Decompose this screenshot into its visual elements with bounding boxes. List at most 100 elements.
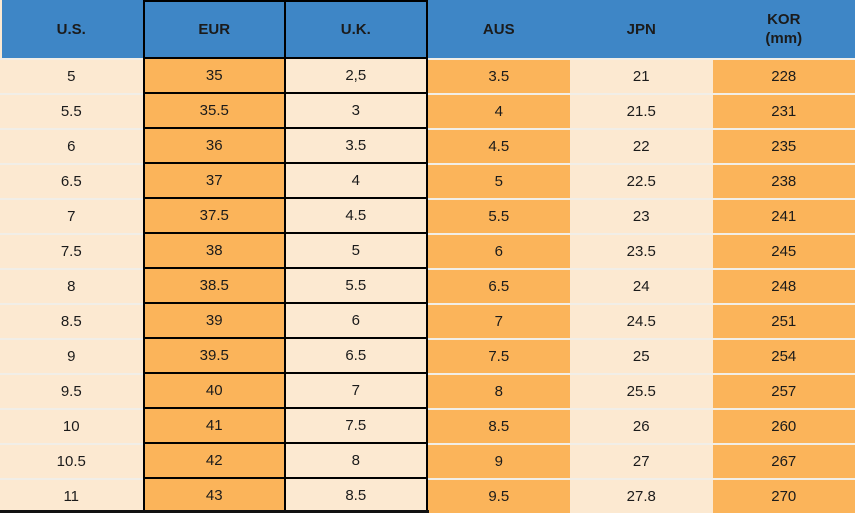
cell-aus: 9.5 — [427, 478, 570, 513]
table-header: U.S. EUR U.K. AUS JPN KOR (mm) — [0, 0, 855, 58]
cell-kor: 241 — [712, 198, 855, 233]
table-row: 7 37.5 4.5 5.5 23 241 — [0, 198, 855, 233]
table-row: 5 35 2,5 3.5 21 228 — [0, 58, 855, 93]
cell-us: 8.5 — [0, 303, 143, 338]
cell-jpn: 22 — [570, 128, 713, 163]
cell-eur: 37 — [142, 163, 285, 198]
table-row: 9.5 40 7 8 25.5 257 — [0, 373, 855, 408]
cell-eur: 37.5 — [142, 198, 285, 233]
cell-eur: 38 — [142, 233, 285, 268]
header-uk: U.K. — [285, 0, 428, 58]
cell-jpn: 25.5 — [570, 373, 713, 408]
header-aus-label: AUS — [482, 20, 515, 38]
cell-kor: 228 — [712, 58, 855, 93]
cell-us: 5 — [0, 58, 143, 93]
cell-kor: 260 — [712, 408, 855, 443]
table-row: 6 36 3.5 4.5 22 235 — [0, 128, 855, 163]
header-us-label: U.S. — [56, 20, 86, 38]
cell-jpn: 23 — [570, 198, 713, 233]
table-row: 10.5 42 8 9 27 267 — [0, 443, 855, 478]
cell-uk: 7 — [285, 373, 428, 408]
cell-eur: 35 — [142, 58, 285, 93]
cell-jpn: 24.5 — [570, 303, 713, 338]
cell-us: 6 — [0, 128, 143, 163]
cell-aus: 8 — [427, 373, 570, 408]
cell-eur: 39.5 — [142, 338, 285, 373]
cell-eur: 42 — [142, 443, 285, 478]
cell-kor: 238 — [712, 163, 855, 198]
table-row: 6.5 37 4 5 22.5 238 — [0, 163, 855, 198]
cell-aus: 8.5 — [427, 408, 570, 443]
cell-kor: 245 — [712, 233, 855, 268]
cell-us: 6.5 — [0, 163, 143, 198]
cell-uk: 3 — [285, 93, 428, 128]
cell-us: 9.5 — [0, 373, 143, 408]
cell-aus: 6.5 — [427, 268, 570, 303]
header-kor: KOR (mm) — [712, 0, 855, 58]
cell-uk: 4.5 — [285, 198, 428, 233]
cell-jpn: 26 — [570, 408, 713, 443]
cell-aus: 5 — [427, 163, 570, 198]
left-edge-strip — [0, 0, 2, 58]
cell-kor: 251 — [712, 303, 855, 338]
header-us: U.S. — [0, 0, 143, 58]
cell-kor: 257 — [712, 373, 855, 408]
cell-eur: 39 — [142, 303, 285, 338]
cell-kor: 248 — [712, 268, 855, 303]
cell-aus: 7.5 — [427, 338, 570, 373]
header-row: U.S. EUR U.K. AUS JPN KOR (mm) — [0, 0, 855, 58]
cell-aus: 3.5 — [427, 58, 570, 93]
cell-us: 10.5 — [0, 443, 143, 478]
bottom-border-strip — [0, 510, 429, 513]
cell-eur: 38.5 — [142, 268, 285, 303]
cell-kor: 254 — [712, 338, 855, 373]
cell-aus: 4 — [427, 93, 570, 128]
header-aus: AUS — [427, 0, 570, 58]
cell-jpn: 21 — [570, 58, 713, 93]
cell-us: 7 — [0, 198, 143, 233]
cell-aus: 5.5 — [427, 198, 570, 233]
cell-us: 8 — [0, 268, 143, 303]
cell-eur: 40 — [142, 373, 285, 408]
table-body: 5 35 2,5 3.5 21 228 5.5 35.5 3 4 21.5 231 6 36 3.5 4.5 2… — [0, 58, 855, 513]
cell-jpn: 21.5 — [570, 93, 713, 128]
cell-aus: 6 — [427, 233, 570, 268]
table-row: 7.5 38 5 6 23.5 245 — [0, 233, 855, 268]
cell-kor: 270 — [712, 478, 855, 513]
cell-eur: 36 — [142, 128, 285, 163]
cell-jpn: 24 — [570, 268, 713, 303]
cell-uk: 5 — [285, 233, 428, 268]
cell-uk: 4 — [285, 163, 428, 198]
cell-us: 9 — [0, 338, 143, 373]
cell-jpn: 27.8 — [570, 478, 713, 513]
header-kor-unit: (mm) — [765, 30, 803, 47]
cell-jpn: 23.5 — [570, 233, 713, 268]
cell-jpn: 27 — [570, 443, 713, 478]
cell-uk: 8 — [285, 443, 428, 478]
table-row: 5.5 35.5 3 4 21.5 231 — [0, 93, 855, 128]
table-row: 10 41 7.5 8.5 26 260 — [0, 408, 855, 443]
cell-eur: 43 — [142, 478, 285, 513]
cell-aus: 7 — [427, 303, 570, 338]
cell-jpn: 25 — [570, 338, 713, 373]
header-uk-label: U.K. — [340, 21, 371, 38]
cell-kor: 267 — [712, 443, 855, 478]
table-row: 11 43 8.5 9.5 27.8 270 — [0, 478, 855, 513]
cell-kor: 231 — [712, 93, 855, 128]
cell-uk: 5.5 — [285, 268, 428, 303]
header-jpn-label: JPN — [626, 20, 656, 38]
cell-jpn: 22.5 — [570, 163, 713, 198]
cell-us: 10 — [0, 408, 143, 443]
header-eur: EUR — [142, 0, 285, 58]
cell-aus: 4.5 — [427, 128, 570, 163]
cell-uk: 6 — [285, 303, 428, 338]
cell-us: 5.5 — [0, 93, 143, 128]
cell-eur: 41 — [142, 408, 285, 443]
cell-uk: 2,5 — [285, 58, 428, 93]
cell-us: 7.5 — [0, 233, 143, 268]
cell-uk: 6.5 — [285, 338, 428, 373]
header-eur-label: EUR — [198, 21, 231, 38]
cell-uk: 3.5 — [285, 128, 428, 163]
